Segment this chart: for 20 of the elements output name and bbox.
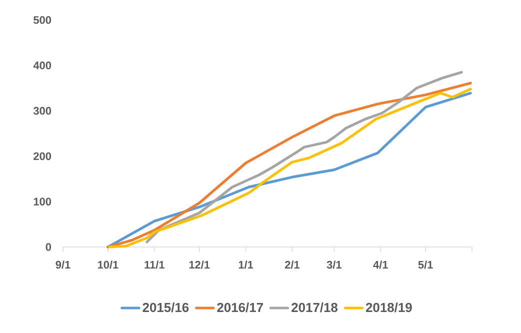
x-tick-label: 11/1	[144, 260, 164, 269]
y-tick-label: 200	[34, 152, 52, 160]
line-series	[146, 70, 463, 244]
legend-label: 2018/19	[366, 302, 412, 312]
x-tick-label: 4/1	[373, 260, 388, 269]
y-tick-label: 0	[46, 243, 52, 251]
x-tick-label: 3/1	[326, 260, 342, 269]
x-tick-label: 12/1	[189, 260, 210, 269]
x-tick-label: 10/1	[98, 260, 118, 269]
y-tick-label: 300	[33, 106, 52, 115]
legend-label: 2016/17	[217, 302, 263, 312]
y-tick-label: 400	[33, 62, 52, 70]
legend-label: 2017/18	[292, 302, 338, 312]
x-tick-label: 9/1	[56, 260, 70, 269]
y-tick-label: 100	[34, 198, 52, 206]
x-tick-label: 5/1	[418, 260, 433, 269]
x-tick-label: 1/1	[238, 260, 254, 269]
legend-label: 2015/16	[142, 302, 189, 312]
x-tick-label: 2/1	[284, 260, 300, 269]
y-tick-label: 500	[34, 16, 52, 24]
